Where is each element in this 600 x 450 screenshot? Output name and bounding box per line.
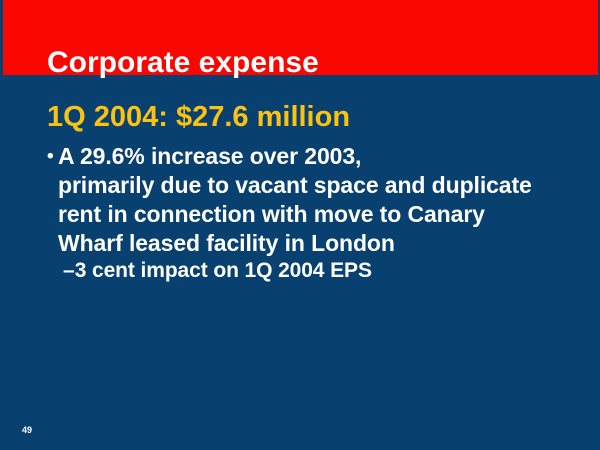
title-band — [3, 0, 598, 75]
sub-bullet-text: 3 cent impact on 1Q 2004 EPS — [74, 259, 372, 282]
bullet-item: • A 29.6% increase over 2003, primarily … — [47, 142, 532, 258]
slide-title: Corporate expense — [47, 46, 319, 79]
slide-heading: 1Q 2004: $27.6 million — [47, 101, 351, 133]
sub-bullet-item: – 3 cent impact on 1Q 2004 EPS — [63, 258, 532, 284]
bullet-text: A 29.6% increase over 2003, primarily du… — [58, 143, 532, 256]
slide-body: • A 29.6% increase over 2003, primarily … — [47, 142, 532, 284]
sub-bullet-marker: – — [63, 259, 75, 282]
page-number: 49 — [22, 425, 33, 435]
bullet-marker: • — [47, 146, 54, 167]
